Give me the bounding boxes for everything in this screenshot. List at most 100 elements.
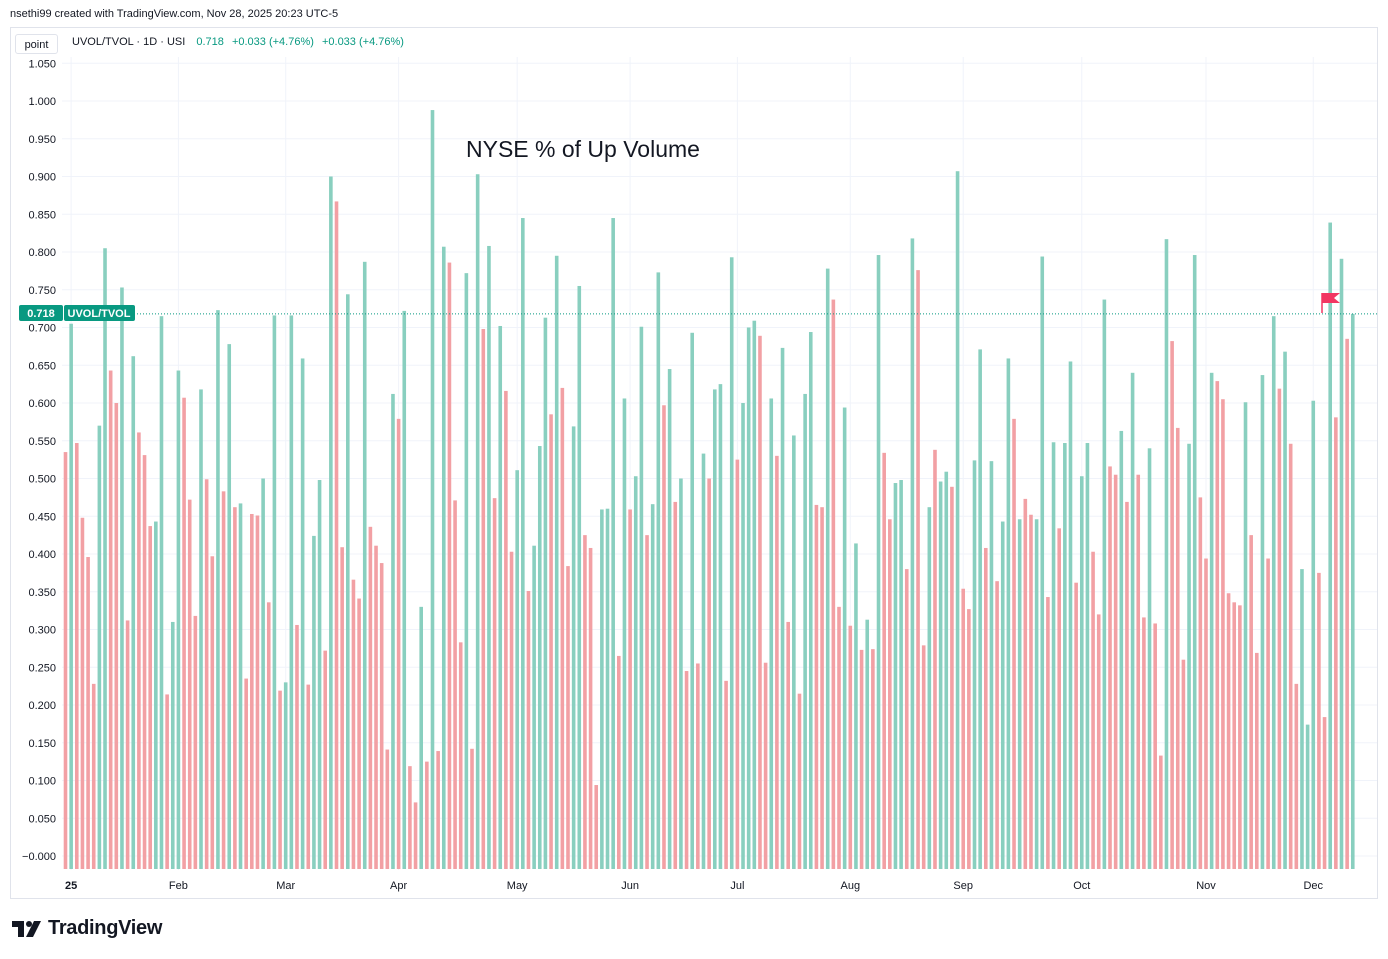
bar — [1051, 442, 1056, 869]
x-tick-label: Aug — [841, 880, 861, 892]
bar — [1017, 519, 1022, 869]
bar — [1294, 683, 1299, 869]
y-tick-label: 0.950 — [28, 134, 56, 146]
bar — [1249, 535, 1253, 869]
y-tick-label: 0.300 — [28, 625, 56, 637]
bar — [696, 663, 700, 869]
bar — [1153, 623, 1157, 869]
y-tick-label: 0.050 — [28, 813, 56, 825]
bar — [741, 403, 745, 869]
legend-symbol[interactable]: UVOL/TVOL · 1D · USI — [72, 36, 186, 48]
bar — [989, 461, 994, 869]
bar — [882, 452, 886, 869]
bar — [566, 566, 570, 869]
tradingview-logo-text: TradingView — [48, 917, 163, 939]
bar — [950, 486, 954, 869]
tradingview-logo-icon — [12, 920, 41, 937]
bar — [983, 547, 988, 869]
bar — [396, 418, 401, 869]
bar — [74, 443, 79, 869]
bar — [888, 519, 892, 869]
bar — [1068, 361, 1073, 869]
y-tick-label: 0.450 — [28, 511, 56, 523]
x-tick-label: May — [507, 880, 528, 892]
bar — [1074, 582, 1078, 869]
bar — [1328, 222, 1333, 869]
bar — [961, 588, 966, 869]
bar — [521, 218, 525, 869]
bar — [148, 526, 152, 869]
bar — [1238, 605, 1242, 869]
bar — [1277, 388, 1282, 869]
bar — [972, 460, 977, 869]
bar — [684, 671, 689, 869]
bar — [583, 535, 587, 869]
bar — [1159, 755, 1163, 869]
x-tick-label: 25 — [65, 880, 77, 892]
bar — [142, 455, 147, 869]
bar — [792, 435, 796, 869]
bar — [250, 513, 254, 869]
point-button[interactable]: point — [15, 34, 58, 54]
bar — [797, 693, 802, 869]
bar — [1119, 430, 1124, 869]
bar — [1311, 400, 1316, 869]
bar — [1226, 593, 1231, 869]
bar — [374, 545, 378, 869]
bar — [108, 370, 113, 869]
bar — [1317, 572, 1321, 869]
bar — [825, 268, 830, 869]
bar — [470, 748, 474, 869]
bar — [306, 684, 311, 869]
bar — [204, 479, 209, 869]
bar — [91, 683, 96, 869]
bar — [707, 478, 711, 869]
bar — [137, 432, 141, 869]
bar — [1232, 602, 1237, 869]
legend-change: +0.033 (+4.76%) — [231, 36, 314, 48]
bar — [1209, 372, 1214, 869]
bar — [1266, 558, 1270, 869]
bar — [475, 174, 480, 870]
bar — [820, 507, 824, 869]
bar — [904, 569, 909, 869]
bar — [165, 694, 169, 869]
bar — [910, 238, 915, 869]
bar — [712, 389, 717, 869]
bar — [1079, 476, 1084, 869]
bar — [859, 649, 864, 869]
bar — [1057, 528, 1061, 869]
bar — [701, 453, 706, 869]
bar — [346, 294, 350, 869]
bar — [170, 621, 175, 869]
bar — [1142, 617, 1146, 869]
legend-change-secondary: +0.033 (+4.76%) — [321, 36, 404, 48]
bar — [295, 624, 299, 869]
bar — [1339, 258, 1344, 869]
tradingview-logo[interactable]: TradingView — [12, 917, 162, 940]
bar — [419, 606, 423, 869]
y-tick-label: 0.700 — [28, 323, 56, 335]
bar — [729, 257, 734, 869]
bar — [323, 650, 328, 869]
bar — [916, 270, 920, 869]
bar — [436, 751, 440, 869]
bar — [780, 347, 785, 869]
bar — [1164, 239, 1169, 870]
bar — [808, 332, 813, 869]
bar — [1181, 659, 1186, 869]
y-tick-label: 0.350 — [28, 587, 56, 599]
bar — [1300, 569, 1304, 869]
bar — [199, 389, 203, 869]
bar — [1192, 255, 1197, 869]
bar — [441, 246, 446, 870]
bar — [1204, 558, 1208, 869]
bar — [588, 547, 593, 869]
bar — [831, 299, 836, 869]
bar — [233, 507, 237, 869]
bar — [871, 649, 875, 869]
bar — [673, 501, 678, 869]
bar — [1187, 443, 1191, 869]
bar — [577, 285, 582, 870]
